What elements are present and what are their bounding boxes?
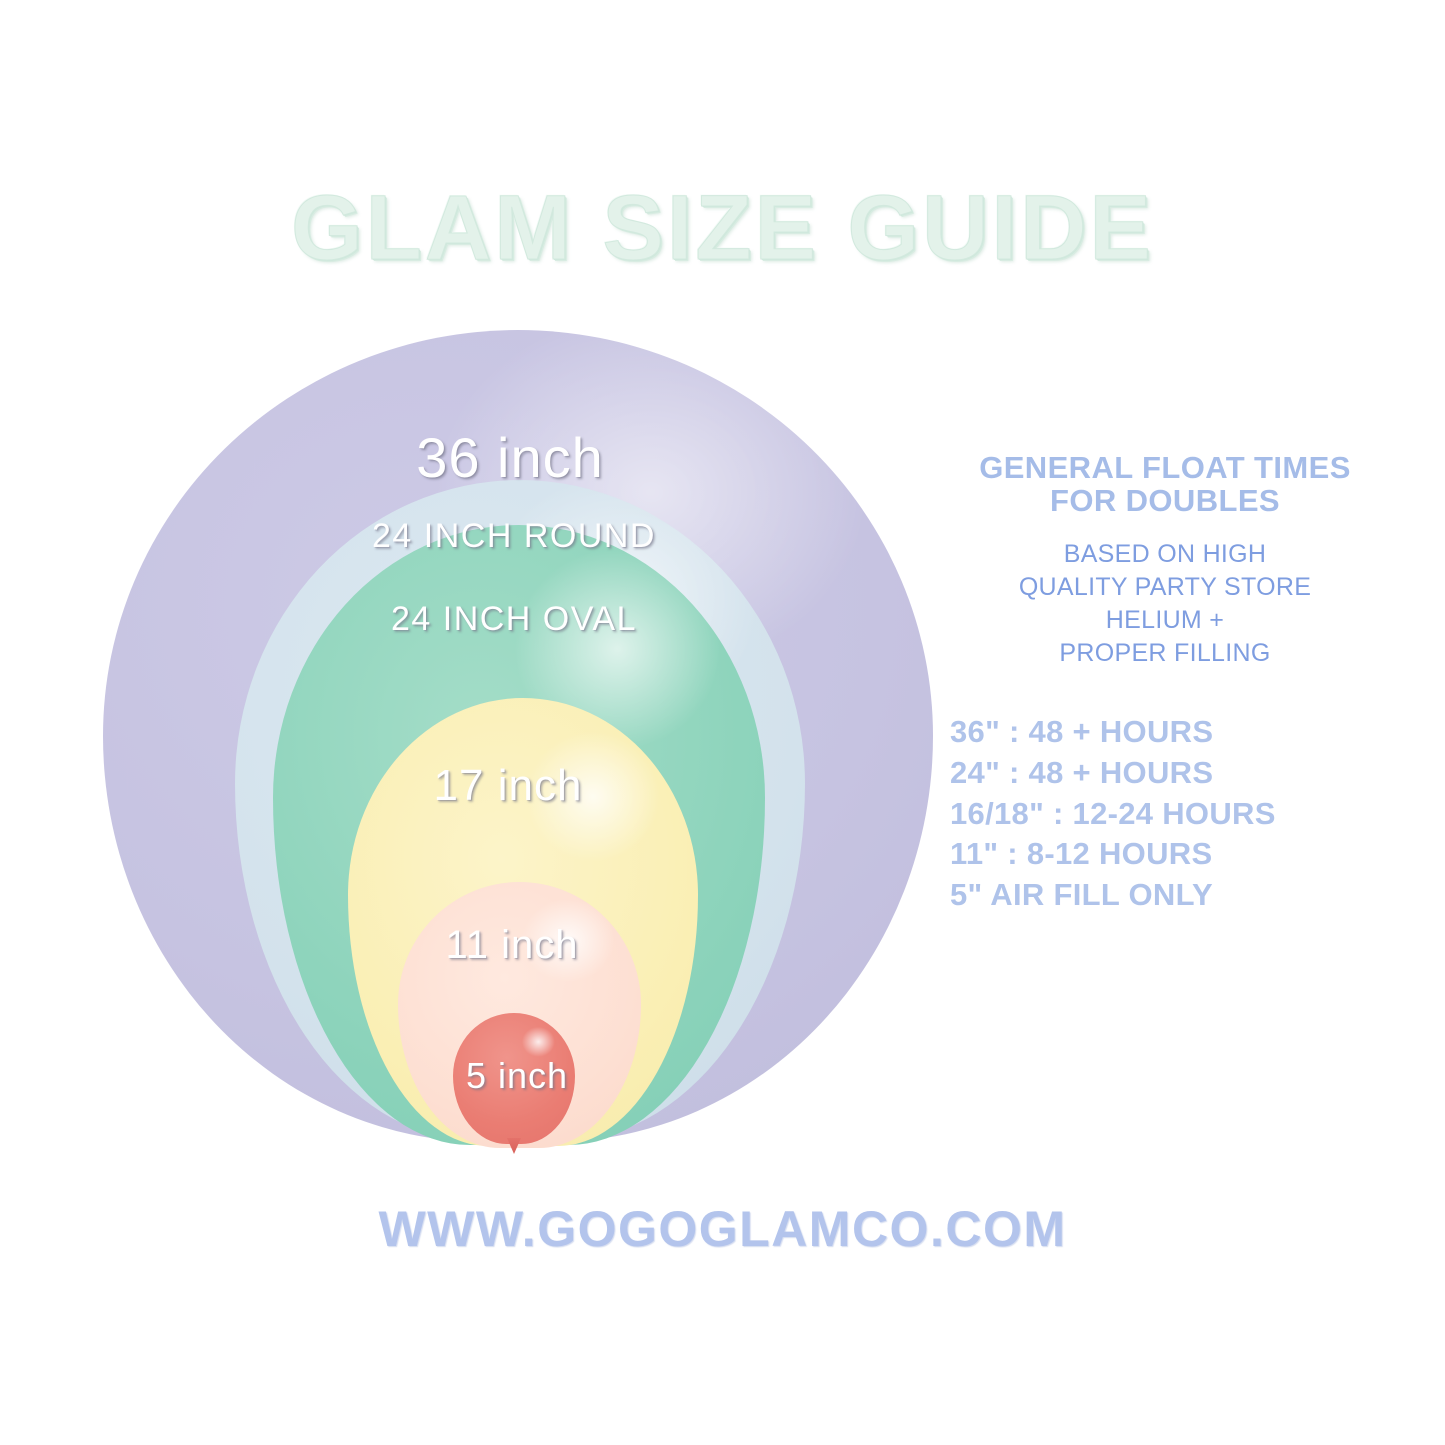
float-times-heading-line2: FOR DOUBLES [1049,482,1280,518]
float-times-list-item: 16/18" : 12-24 HOURS [950,795,1276,831]
balloon-label-36-inch: 36 inch [416,426,604,489]
float-times-list-item: 36" : 48 + HOURS [950,713,1214,749]
float-times-subtitle-line: HELIUM + [1105,605,1225,634]
balloon-label-24-inch-oval: 24 INCH OVAL [390,600,637,638]
float-times-subtitle-line: QUALITY PARTY STORE [1018,572,1312,601]
balloon-label-5-inch: 5 inch [465,1055,569,1096]
balloon-size-diagram: 36 inch 24 INCH ROUND 24 INCH OVAL 17 in… [95,320,945,1180]
float-times-subtitle-line: PROPER FILLING [1059,638,1271,667]
float-times-list-item: 5" AIR FILL ONLY [950,877,1213,913]
page-title: GLAM SIZE GUIDE [291,177,1154,280]
balloon-label-11-inch: 11 inch [445,923,579,967]
balloon-5-inch-shape [453,1013,575,1144]
float-times-panel: GENERAL FLOAT TIMES FOR DOUBLES BASED ON… [930,450,1400,917]
float-times-heading-line1: GENERAL FLOAT TIMES [979,450,1351,485]
float-times-heading: GENERAL FLOAT TIMES FOR DOUBLES [930,450,1400,518]
float-times-subtitle-line: BASED ON HIGH [1063,539,1267,568]
float-times-list-item: 24" : 48 + HOURS [950,754,1214,790]
balloon-label-24-inch-round: 24 INCH ROUND [372,517,656,555]
float-times-list: 36" : 48 + HOURS 24" : 48 + HOURS 16/18"… [930,712,1400,917]
float-times-list-item: 11" : 8-12 HOURS [950,836,1213,872]
website-url[interactable]: WWW.GOGOGLAMCO.COM [378,1201,1067,1257]
float-times-subtitle: BASED ON HIGH QUALITY PARTY STORE HELIUM… [930,538,1400,670]
balloon-label-17-inch: 17 inch [433,761,583,810]
